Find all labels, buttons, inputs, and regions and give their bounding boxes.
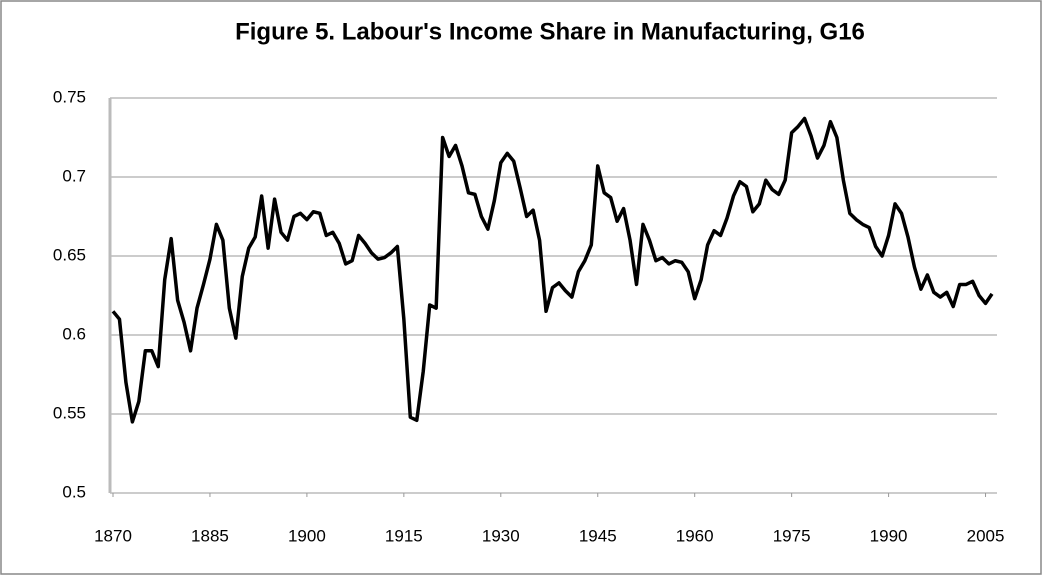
x-tick-label: 1930 (482, 526, 520, 545)
y-tick-label: 0.75 (53, 87, 86, 106)
x-tick-label: 1915 (385, 526, 423, 545)
x-tick-label: 1900 (288, 526, 326, 545)
x-tick-label: 2005 (967, 526, 1005, 545)
x-tick-label: 1975 (773, 526, 811, 545)
x-tick-label: 1960 (676, 526, 714, 545)
y-tick-label: 0.55 (53, 403, 86, 422)
y-tick-label: 0.65 (53, 245, 86, 264)
line-series (111, 116, 994, 424)
x-tick-label: 1990 (870, 526, 908, 545)
y-tick-label: 0.6 (62, 324, 86, 343)
x-tick-label: 1885 (191, 526, 229, 545)
x-tick-label: 1945 (579, 526, 617, 545)
chart-title: Figure 5. Labour's Income Share in Manuf… (235, 18, 865, 45)
x-tick-label: 1870 (94, 526, 132, 545)
y-tick-label: 0.5 (62, 482, 86, 501)
y-tick-label: 0.7 (62, 166, 86, 185)
